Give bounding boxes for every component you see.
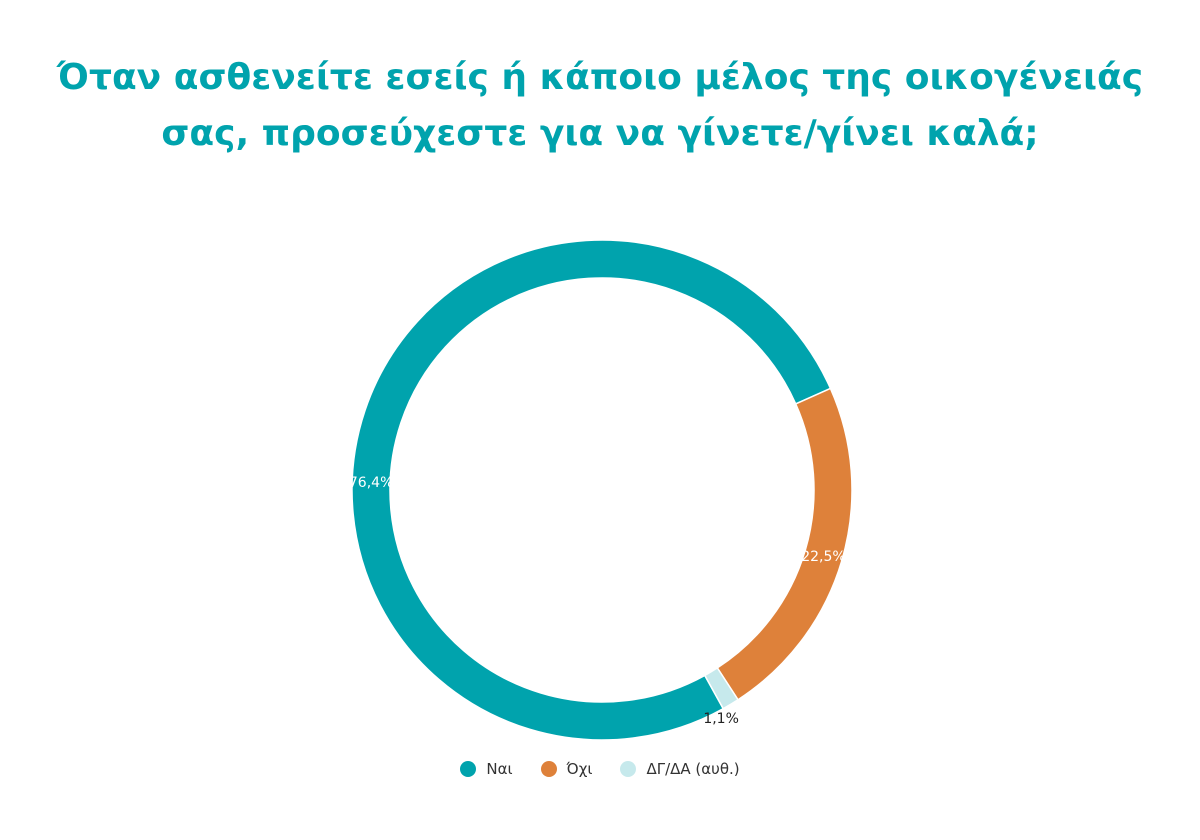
legend-item-yes: Ναι: [460, 760, 513, 778]
chart-legend: Ναι Όχι ΔΓ/ΔΑ (αυθ.): [0, 760, 1200, 778]
chart-title-line-1: Όταν ασθενείτε εσείς ή κάποιο μέλος της …: [56, 57, 1144, 98]
legend-swatch-no: [540, 761, 557, 777]
legend-label-yes: Ναι: [486, 760, 513, 778]
donut-slice-no: [716, 387, 853, 701]
donut-label-no: 22,5%: [801, 549, 845, 565]
donut-slice-labels: 76,4% 22,5% 1,1%: [349, 475, 846, 727]
donut-label-dk-na: 1,1%: [703, 711, 739, 727]
legend-item-dk-na: ΔΓ/ΔΑ (αυθ.): [620, 760, 740, 778]
legend-swatch-dk-na: [620, 761, 637, 777]
legend-label-dk-na: ΔΓ/ΔΑ (αυθ.): [646, 760, 740, 778]
legend-item-no: Όχι: [540, 760, 593, 778]
chart-title-line-2: σας, προσεύχεστε για να γίνετε/γίνει καλ…: [161, 113, 1039, 154]
donut-label-yes: 76,4%: [349, 475, 393, 491]
donut-slice-dk-na: [703, 666, 740, 710]
donut-slices: [351, 239, 853, 741]
legend-label-no: Όχι: [566, 760, 593, 778]
donut-slice-yes: [351, 239, 832, 741]
chart-title: Όταν ασθενείτε εσείς ή κάποιο μέλος της …: [40, 50, 1160, 162]
legend-swatch-yes: [460, 761, 477, 777]
